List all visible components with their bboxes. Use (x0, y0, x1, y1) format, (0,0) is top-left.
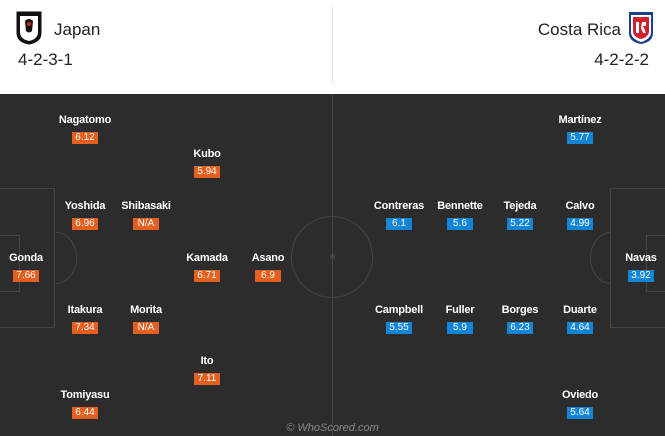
player-ito[interactable]: Ito 7.11 (167, 355, 247, 386)
away-team-name[interactable]: Costa Rica (537, 20, 621, 39)
player-name: Ito (200, 355, 214, 367)
player-rating: 5.9 (447, 322, 473, 334)
left-penalty-box (0, 188, 55, 328)
player-name: Oviedo (561, 389, 599, 401)
player-rating: 5.6 (447, 218, 473, 230)
player-rating: 5.55 (386, 322, 412, 334)
player-rating: 7.11 (194, 373, 220, 385)
player-nagatomo[interactable]: Nagatomo 6.12 (45, 114, 125, 145)
player-name: Kamada (186, 252, 228, 264)
player-name: Kubo (193, 148, 221, 160)
player-rating: 6.96 (72, 218, 98, 230)
player-name: Tejeda (503, 200, 537, 212)
player-duarte[interactable]: Duarte 4.64 (540, 304, 620, 335)
player-tomiyasu[interactable]: Tomiyasu 6.44 (45, 389, 125, 420)
player-name: Navas (625, 252, 657, 264)
header-divider (332, 6, 333, 84)
player-name: Martínez (558, 114, 602, 126)
home-formation: 4-2-3-1 (18, 50, 73, 69)
player-rating: 5.64 (567, 407, 593, 419)
player-rating: 7.34 (72, 322, 98, 334)
player-asano[interactable]: Asano 6.9 (228, 252, 308, 283)
player-name: Nagatomo (58, 114, 112, 126)
player-campbell[interactable]: Campbell 5.55 (359, 304, 439, 335)
player-name: Duarte (563, 304, 597, 316)
player-bennette[interactable]: Bennette 5.6 (420, 200, 500, 231)
player-rating: 6.23 (507, 322, 533, 334)
player-name: Fuller (445, 304, 475, 316)
player-rating: 6.71 (194, 270, 220, 282)
player-name: Calvo (565, 200, 595, 212)
player-rating: 6.9 (255, 270, 281, 282)
player-rating: 6.12 (72, 132, 98, 144)
player-itakura[interactable]: Itakura 7.34 (45, 304, 125, 335)
player-name: Campbell (375, 304, 423, 316)
player-rating: 6.44 (72, 407, 98, 419)
player-martinez[interactable]: Martínez 5.77 (540, 114, 620, 145)
player-name: Itakura (67, 304, 103, 316)
player-gonda[interactable]: Gonda 7.66 (0, 252, 66, 283)
player-morita[interactable]: Morita N/A (106, 304, 186, 335)
pitch: Nagatomo 6.12 Kubo 5.94 Yoshida 6.96 Shi… (0, 94, 665, 436)
player-name: Tomiyasu (60, 389, 110, 401)
player-name: Asano (251, 252, 285, 264)
player-rating: 5.77 (567, 132, 593, 144)
player-tejeda[interactable]: Tejeda 5.22 (480, 200, 560, 231)
player-name: Yoshida (64, 200, 106, 212)
player-name: Contreras (373, 200, 425, 212)
player-rating: 5.94 (194, 166, 220, 178)
player-rating: N/A (133, 218, 159, 230)
japan-crest-icon (16, 11, 42, 45)
player-shibasaki[interactable]: Shibasaki N/A (106, 200, 186, 231)
player-rating: 5.22 (507, 218, 533, 230)
player-rating: 4.64 (567, 322, 593, 334)
player-rating: 3.92 (628, 270, 654, 282)
right-goal-box (646, 235, 665, 292)
player-name: Shibasaki (121, 200, 171, 212)
costa-rica-crest-icon (629, 12, 653, 44)
player-kubo[interactable]: Kubo 5.94 (167, 148, 247, 179)
player-rating: 7.66 (13, 270, 39, 282)
player-calvo[interactable]: Calvo 4.99 (540, 200, 620, 231)
player-kamada[interactable]: Kamada 6.71 (167, 252, 247, 283)
player-oviedo[interactable]: Oviedo 5.64 (540, 389, 620, 420)
player-rating: 6.1 (386, 218, 412, 230)
center-circle (291, 216, 373, 298)
player-name: Gonda (9, 252, 43, 264)
player-contreras[interactable]: Contreras 6.1 (359, 200, 439, 231)
away-formation: 4-2-2-2 (594, 50, 649, 69)
player-rating: N/A (133, 322, 159, 334)
home-team-name[interactable]: Japan (54, 20, 101, 39)
player-fuller[interactable]: Fuller 5.9 (420, 304, 500, 335)
player-navas[interactable]: Navas 3.92 (601, 252, 665, 283)
center-spot (330, 254, 335, 259)
player-name: Bennette (437, 200, 483, 212)
left-goal-box (0, 235, 20, 292)
match-header: Japan 4-2-3-1 Costa Rica 4-2-2-2 (0, 0, 665, 94)
player-name: Morita (130, 304, 162, 316)
player-rating: 4.99 (567, 218, 593, 230)
player-borges[interactable]: Borges 6.23 (480, 304, 560, 335)
watermark: © WhoScored.com (286, 422, 379, 434)
player-name: Borges (501, 304, 539, 316)
player-yoshida[interactable]: Yoshida 6.96 (45, 200, 125, 231)
